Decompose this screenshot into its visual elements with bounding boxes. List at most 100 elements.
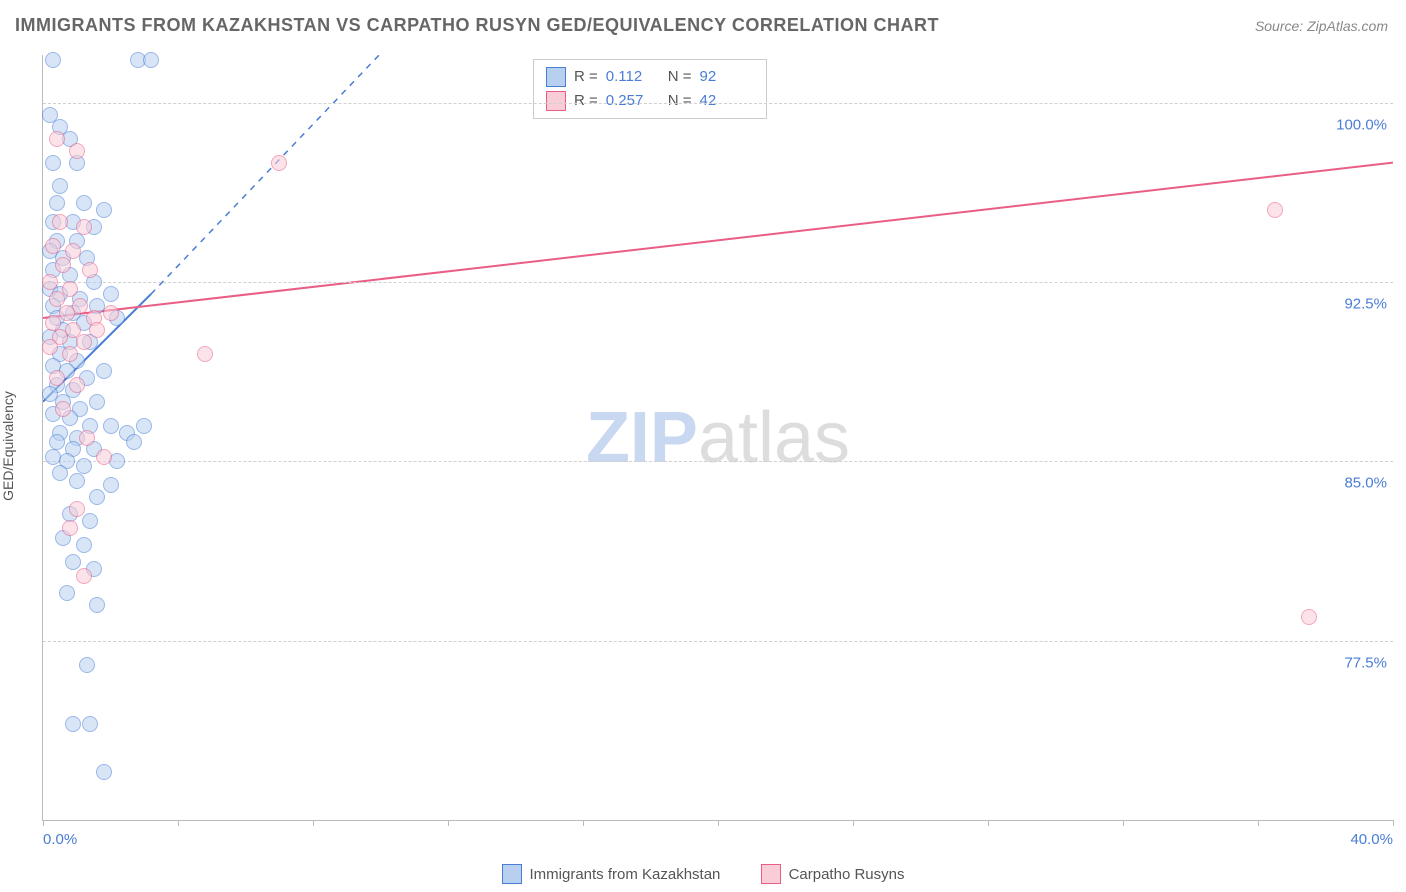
data-point [59,585,75,601]
data-point [69,143,85,159]
gridline [43,282,1393,283]
data-point [65,243,81,259]
legend-n-label: N = [668,89,692,113]
footer-legend-item-1: Carpatho Rusyns [761,864,905,884]
legend-n-value: 92 [700,65,754,89]
data-point [89,489,105,505]
chart-title: IMMIGRANTS FROM KAZAKHSTAN VS CARPATHO R… [15,15,939,36]
data-point [49,291,65,307]
source-attribution: Source: ZipAtlas.com [1255,18,1388,34]
footer-legend: Immigrants from Kazakhstan Carpatho Rusy… [0,864,1406,888]
data-point [59,305,75,321]
data-point [126,434,142,450]
gridline [43,103,1393,104]
data-point [45,238,61,254]
data-point [79,430,95,446]
x-tick [583,820,584,826]
data-point [76,334,92,350]
x-tick [1123,820,1124,826]
data-point [42,339,58,355]
data-point [89,394,105,410]
y-tick-label: 100.0% [1336,116,1387,133]
data-point [62,281,78,297]
x-axis-max-label: 40.0% [1350,831,1393,848]
data-point [271,155,287,171]
data-point [96,363,112,379]
data-point [96,449,112,465]
data-point [89,597,105,613]
data-point [197,346,213,362]
legend-r-label: R = [574,89,598,113]
x-tick [448,820,449,826]
footer-legend-item-0: Immigrants from Kazakhstan [502,864,721,884]
legend-row-series-1: R = 0.257 N = 42 [546,89,754,113]
data-point [55,401,71,417]
data-point [62,520,78,536]
x-tick [178,820,179,826]
data-point [49,131,65,147]
data-point [69,473,85,489]
watermark: ZIPatlas [586,397,850,479]
x-axis-min-label: 0.0% [43,831,77,848]
correlation-legend: R = 0.112 N = 92 R = 0.257 N = 42 [533,59,767,119]
data-point [65,716,81,732]
watermark-light: atlas [698,398,850,478]
legend-r-value: 0.257 [606,89,660,113]
gridline [43,461,1393,462]
data-point [45,155,61,171]
data-point [62,346,78,362]
data-point [136,418,152,434]
x-tick [718,820,719,826]
data-point [45,52,61,68]
data-point [69,377,85,393]
plot-area: ZIPatlas R = 0.112 N = 92 R = 0.257 N = … [42,55,1393,821]
data-point [96,202,112,218]
footer-legend-label: Carpatho Rusyns [789,866,905,883]
y-tick-label: 85.0% [1344,475,1387,492]
data-point [65,554,81,570]
data-point [76,568,92,584]
data-point [103,418,119,434]
legend-swatch-icon [546,91,566,111]
x-tick [313,820,314,826]
data-point [49,370,65,386]
data-point [79,657,95,673]
x-tick [1258,820,1259,826]
legend-r-label: R = [574,65,598,89]
data-point [1301,609,1317,625]
x-tick [988,820,989,826]
data-point [52,178,68,194]
data-point [1267,202,1283,218]
data-point [103,305,119,321]
footer-legend-label: Immigrants from Kazakhstan [530,866,721,883]
data-point [82,262,98,278]
legend-row-series-0: R = 0.112 N = 92 [546,65,754,89]
legend-swatch-icon [502,864,522,884]
data-point [49,195,65,211]
y-tick-label: 92.5% [1344,296,1387,313]
legend-r-value: 0.112 [606,65,660,89]
data-point [76,219,92,235]
x-tick [43,820,44,826]
data-point [55,257,71,273]
legend-swatch-icon [546,67,566,87]
data-point [52,465,68,481]
regression-lines [43,55,1393,820]
data-point [103,477,119,493]
y-tick-label: 77.5% [1344,654,1387,671]
data-point [82,716,98,732]
x-tick [1393,820,1394,826]
legend-n-value: 42 [700,89,754,113]
data-point [89,322,105,338]
legend-n-label: N = [668,65,692,89]
y-axis-label: GED/Equivalency [0,391,16,501]
gridline [43,641,1393,642]
data-point [76,537,92,553]
data-point [103,286,119,302]
x-tick [853,820,854,826]
data-point [143,52,159,68]
data-point [76,195,92,211]
watermark-bold: ZIP [586,398,698,478]
legend-swatch-icon [761,864,781,884]
data-point [52,214,68,230]
